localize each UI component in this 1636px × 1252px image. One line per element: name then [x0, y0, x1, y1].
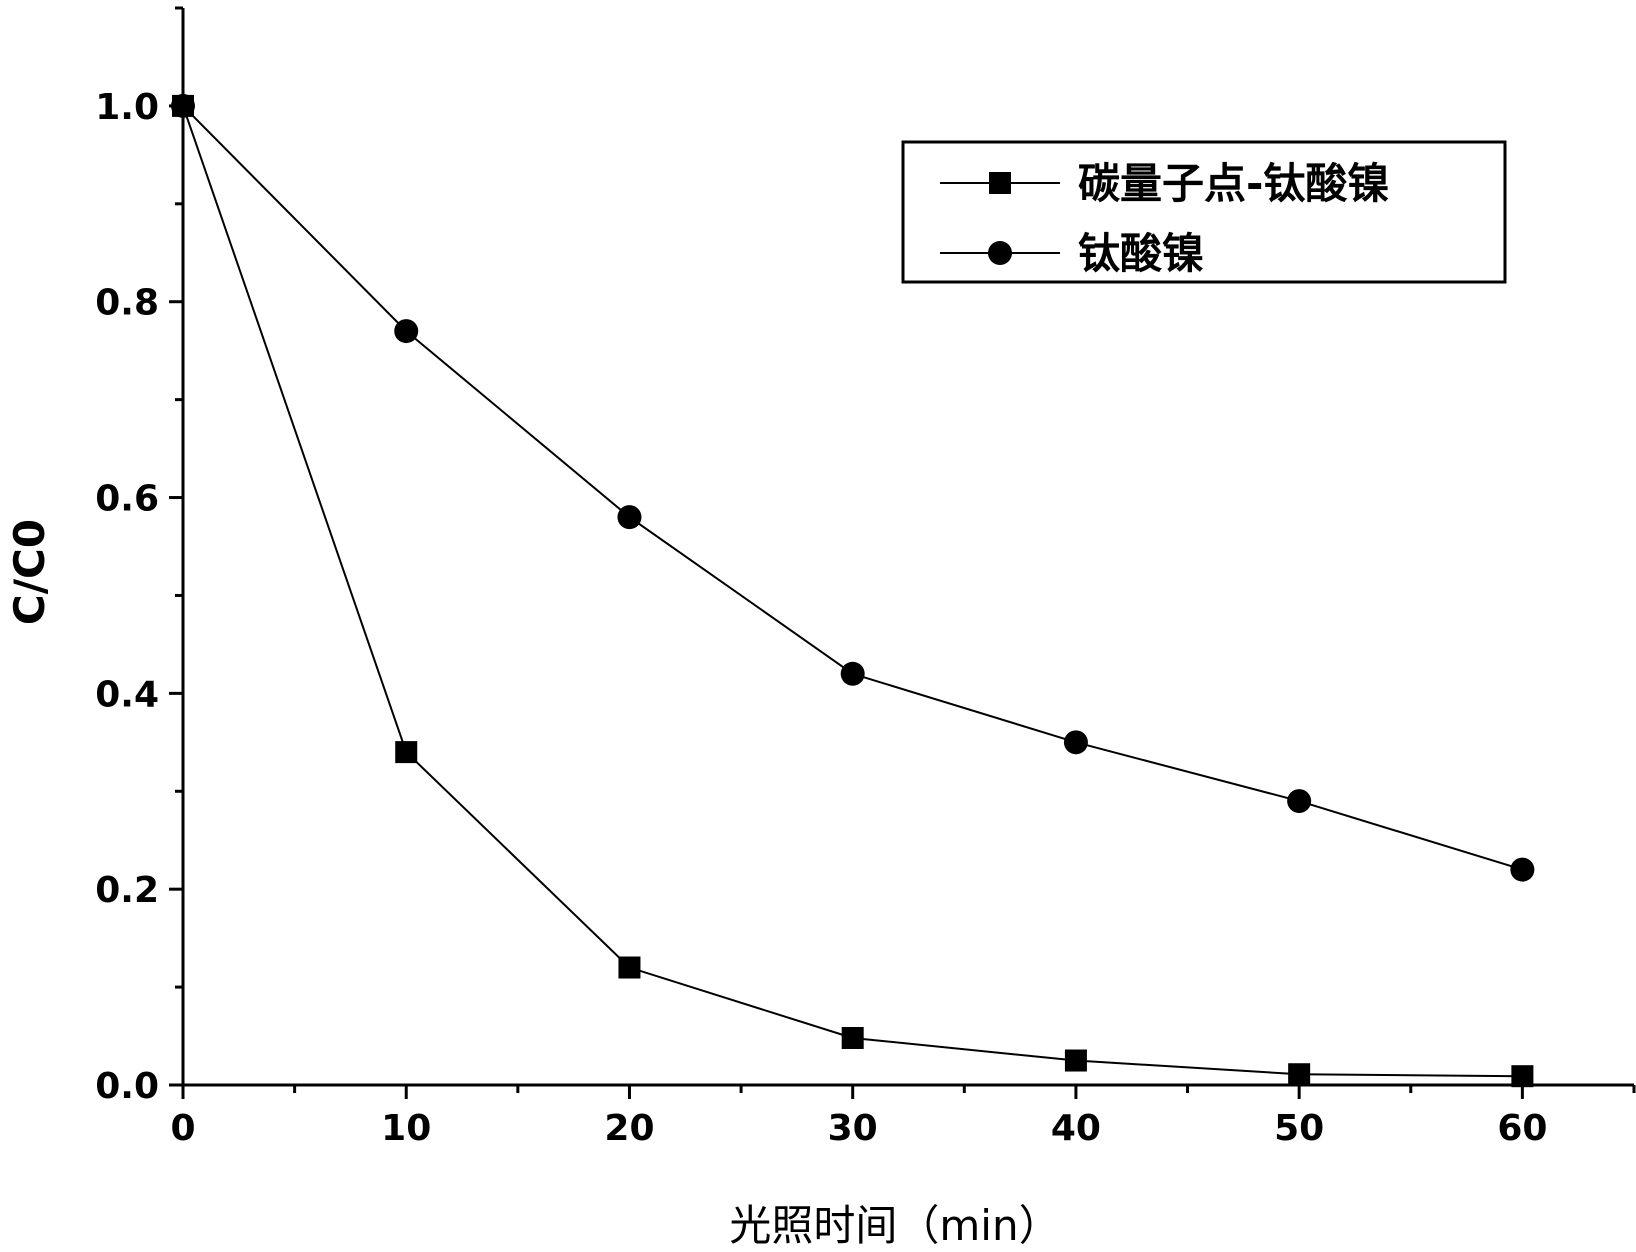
data-point-square [841, 1027, 864, 1050]
x-axis-label: 光照时间（min） [729, 1201, 1060, 1250]
data-point-square [618, 956, 641, 979]
legend-label: 碳量子点-钛酸镍 [1078, 159, 1389, 208]
legend-marker-circle [988, 241, 1012, 265]
data-point-square [1288, 1063, 1311, 1086]
data-point-square [395, 741, 418, 764]
axes: 0 10 20 30 40 50 60 0.0 0.2 0.4 0.6 0.8 1.0 [95, 6, 1636, 1149]
legend-label: 钛酸镍 [1078, 229, 1204, 278]
data-point-circle [617, 505, 642, 530]
data-point-circle [171, 93, 195, 118]
legend-item: 碳量子点-钛酸镍 [940, 159, 1389, 208]
data-point-circle [394, 319, 419, 344]
y-axis-label: C/C0 [5, 519, 54, 625]
data-point-circle [1287, 789, 1312, 814]
x-tick-label: 60 [1497, 1108, 1547, 1149]
series-2 [171, 93, 1535, 882]
data-point-circle [1510, 857, 1535, 882]
legend-item: 钛酸镍 [940, 229, 1204, 278]
y-tick-label: 0.6 [95, 479, 159, 520]
x-tick-label: 40 [1051, 1108, 1101, 1149]
x-tick-label: 50 [1274, 1108, 1324, 1149]
x-tick-label: 30 [828, 1108, 878, 1149]
x-tick-label: 0 [170, 1108, 195, 1149]
series-layer [171, 93, 1535, 1088]
data-point-circle [1063, 730, 1088, 755]
y-tick-label: 0.0 [95, 1066, 159, 1107]
data-point-square [1511, 1065, 1534, 1088]
data-point-square [1064, 1049, 1087, 1072]
x-tick-label: 20 [604, 1108, 654, 1149]
y-tick-label: 0.2 [95, 870, 159, 911]
y-tick-label: 0.8 [95, 283, 159, 324]
y-tick-label: 0.4 [95, 674, 159, 715]
data-point-circle [840, 661, 865, 686]
y-tick-label: 1.0 [95, 87, 159, 128]
legend-marker-square [989, 172, 1011, 194]
x-tick-label: 10 [381, 1108, 431, 1149]
